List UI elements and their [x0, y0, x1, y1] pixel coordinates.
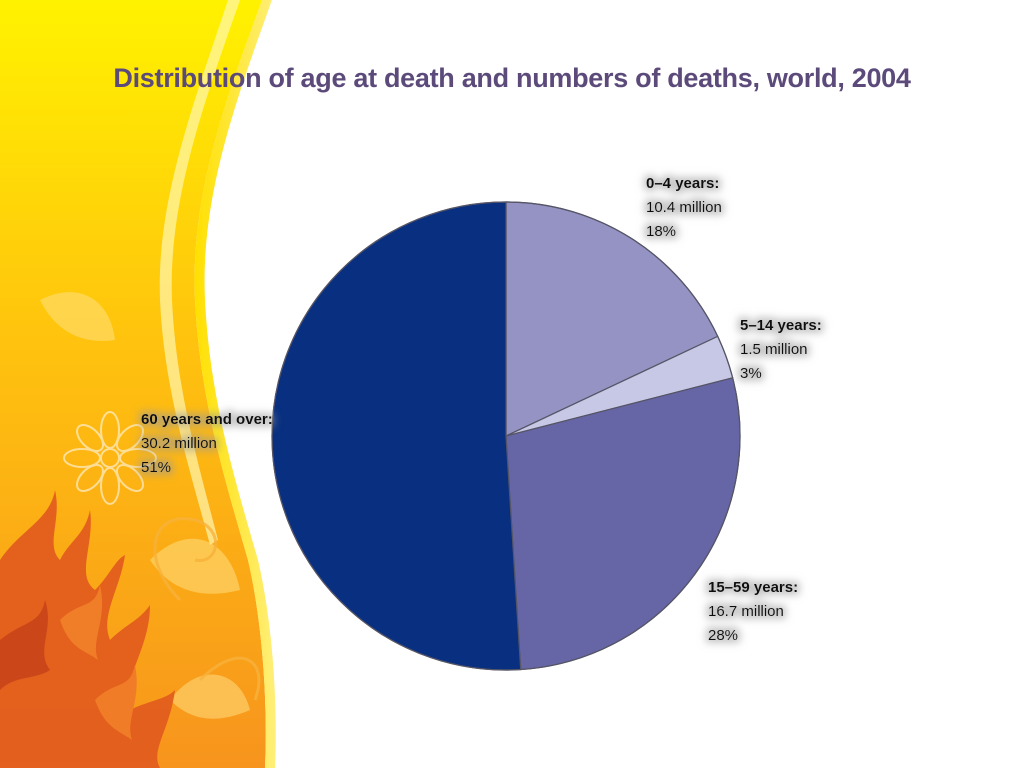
swirl-decoration-icon [153, 517, 261, 701]
slice-value-label: 16.7 million [708, 603, 784, 620]
chart-title: Distribution of age at death and numbers… [113, 63, 911, 93]
slice-category-label: 60 years and over: [141, 411, 273, 428]
slice-label-15-59-years: 15–59 years: 16.7 million 28% [708, 579, 798, 644]
slice-percent-label: 3% [740, 365, 762, 382]
slice-category-label: 15–59 years: [708, 579, 798, 596]
slice-category-label: 5–14 years: [740, 317, 822, 334]
slice-value-label: 10.4 million [646, 199, 722, 216]
slice-label-60-years-and-over: 60 years and over: 30.2 million 51% [141, 411, 273, 476]
flame-leaf-ornament-icon [0, 490, 175, 768]
leaf-decoration-icon [40, 292, 250, 719]
slice-value-label: 1.5 million [740, 341, 808, 358]
slice-percent-label: 51% [141, 459, 171, 476]
slice-category-label: 0–4 years: [646, 175, 719, 192]
pie-outline [271, 201, 741, 671]
flower-outline-icon [63, 411, 157, 505]
slice-percent-label: 18% [646, 223, 676, 240]
slice-label-5-14-years: 5–14 years: 1.5 million 3% [740, 317, 822, 382]
chart-title-container: Distribution of age at death and numbers… [60, 58, 964, 103]
pie-slice-60-years-and-over [271, 201, 522, 671]
slice-label-0-4-years: 0–4 years: 10.4 million 18% [646, 175, 722, 240]
slice-value-label: 30.2 million [141, 435, 217, 452]
slice-percent-label: 28% [708, 627, 738, 644]
